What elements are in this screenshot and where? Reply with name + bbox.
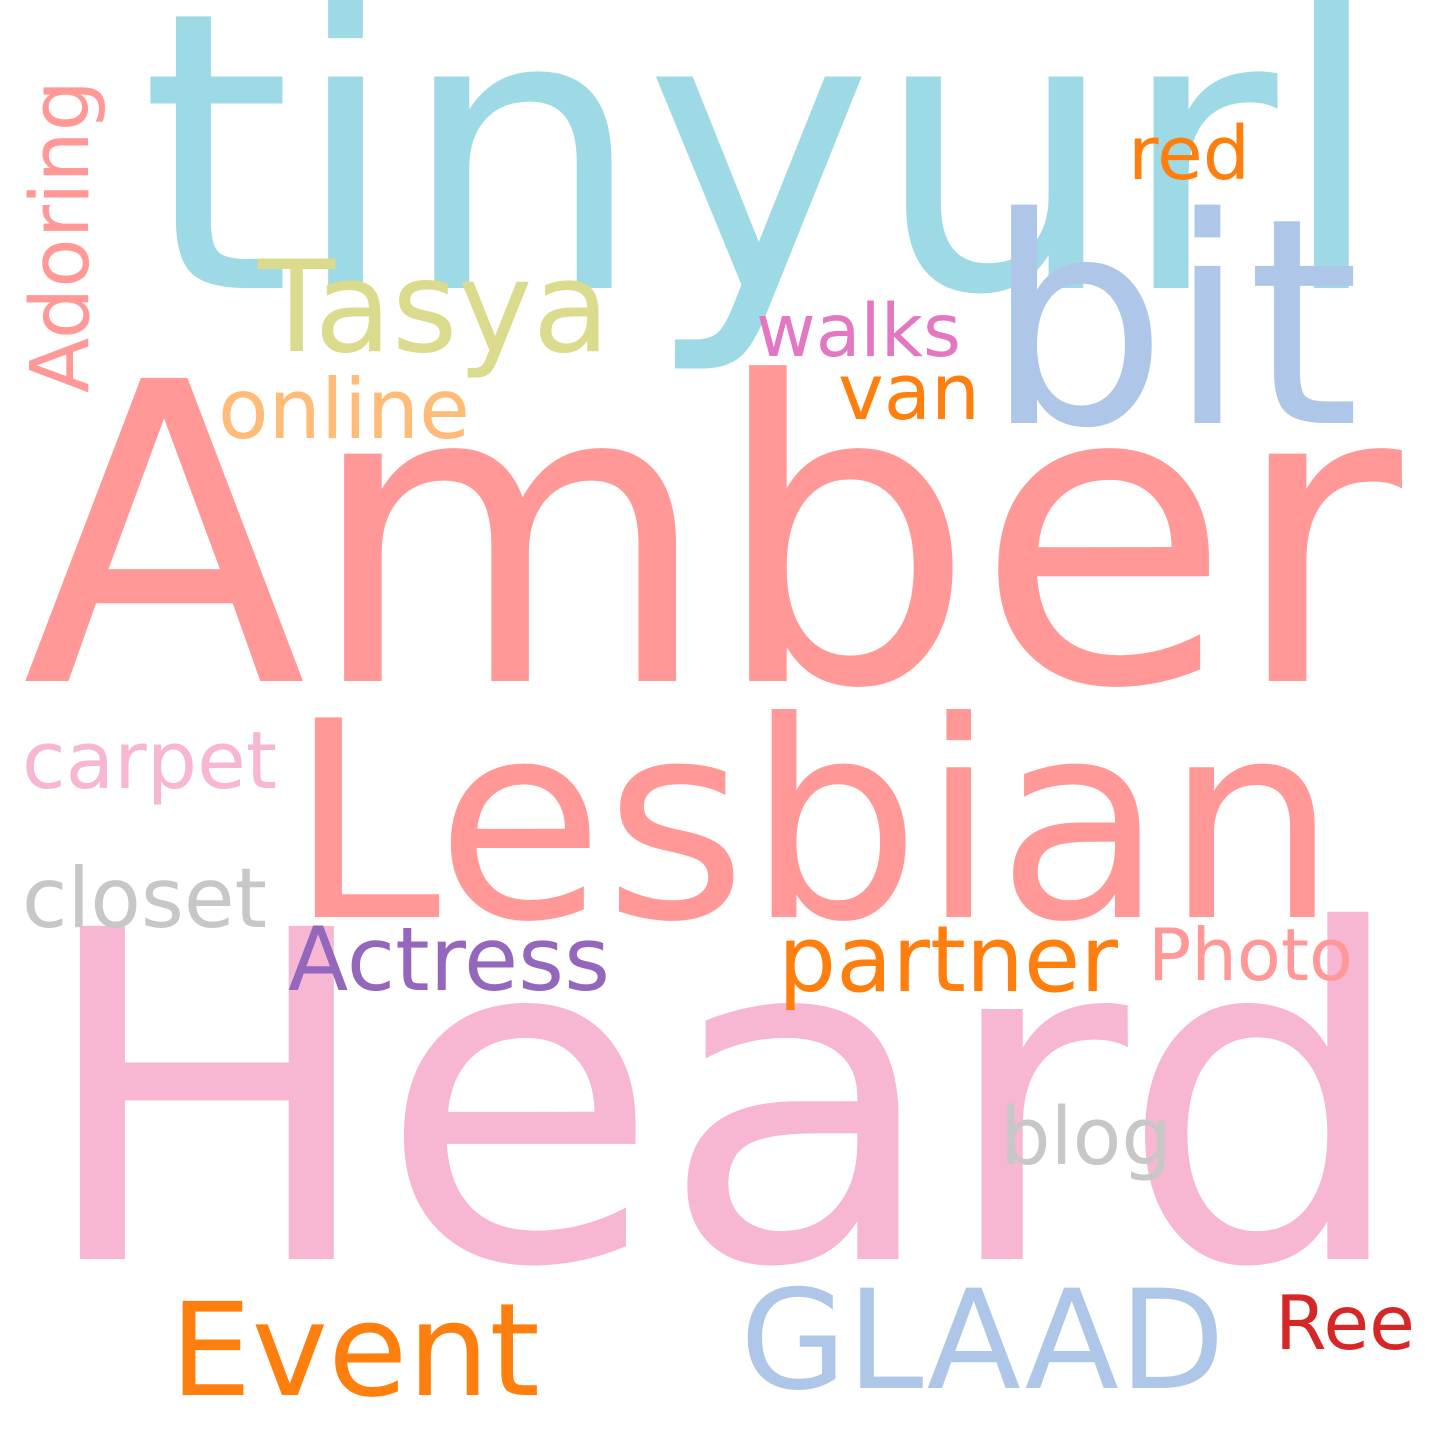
word-adoring: Adoring <box>13 80 108 393</box>
word-bit: bit <box>985 155 1360 491</box>
word-heard: Heard <box>35 834 1410 1367</box>
word-closet: closet <box>22 851 267 948</box>
word-tasya: Tasya <box>258 233 610 381</box>
word-event: Event <box>170 1276 540 1427</box>
word-blog: blog <box>1000 1089 1172 1183</box>
word-amber: Amber <box>22 296 1402 781</box>
word-lesbian: Lesbian <box>288 663 1338 983</box>
word-red: red <box>1128 109 1250 197</box>
word-online: online <box>218 362 470 459</box>
word-carpet: carpet <box>22 714 277 808</box>
word-partner: partner <box>778 906 1118 1014</box>
word-ree: Ree <box>1275 1279 1415 1367</box>
word-actress: Actress <box>288 907 610 1011</box>
word-walks: walks <box>756 288 961 374</box>
word-photo: Photo <box>1148 913 1353 998</box>
word-van: van <box>838 348 980 439</box>
word-glaad: GLAAD <box>740 1261 1225 1422</box>
word-tinyurl: tinyurl <box>140 0 1385 380</box>
